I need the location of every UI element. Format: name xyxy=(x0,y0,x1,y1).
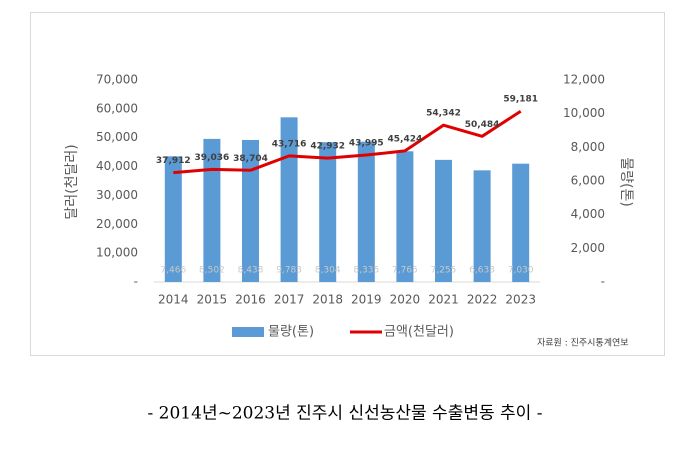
y2-tick-label: - xyxy=(601,275,605,289)
bar xyxy=(473,170,491,282)
y-tick-label: 70,000 xyxy=(96,73,138,87)
x-tick-label: 2022 xyxy=(467,293,498,307)
bar xyxy=(164,156,182,282)
bar-value-label: 8,502 xyxy=(199,266,225,276)
bar xyxy=(435,159,452,282)
x-tick-label: 2015 xyxy=(197,293,228,307)
line-value-label: 59,181 xyxy=(503,95,538,105)
x-tick-label: 2023 xyxy=(505,293,536,307)
bar-value-label: 7,765 xyxy=(392,266,418,276)
x-tick-label: 2019 xyxy=(351,293,382,307)
y2-tick-label: 4,000 xyxy=(571,207,605,221)
legend-swatch xyxy=(232,327,264,337)
line-value-label: 37,912 xyxy=(156,156,191,166)
bar-value-label: 7,466 xyxy=(160,266,186,276)
x-tick-label: 2014 xyxy=(158,293,189,307)
y-tick-label: - xyxy=(134,275,138,289)
y-tick-label: 30,000 xyxy=(96,188,138,202)
caption: - 2014년~2023년 진주시 신선농산물 수출변동 추이 - xyxy=(148,404,543,424)
y-tick-label: 10,000 xyxy=(96,246,138,260)
bar xyxy=(357,141,375,282)
y2-tick-label: 2,000 xyxy=(571,241,605,255)
line-value-label: 38,704 xyxy=(233,154,268,164)
line-value-label: 43,716 xyxy=(272,139,307,149)
bar-value-label: 9,783 xyxy=(276,266,302,276)
line-value-label: 42,932 xyxy=(310,142,345,152)
y-axis-title: 달러(천달러) xyxy=(64,144,80,219)
bar-value-label: 8,335 xyxy=(353,266,379,276)
line xyxy=(173,109,522,175)
line-value-label: 45,424 xyxy=(388,134,423,144)
bar xyxy=(203,138,221,282)
bar-value-label: 6,633 xyxy=(469,266,495,276)
y2-tick-label: 6,000 xyxy=(571,174,605,188)
x-tick-label: 2020 xyxy=(390,293,421,307)
bar-value-label: 7,255 xyxy=(431,266,457,276)
x-tick-label: 2016 xyxy=(235,293,266,307)
line-value-label: 39,036 xyxy=(195,153,230,163)
y2-axis-title: 물량(톤) xyxy=(618,157,634,207)
source: 자료원 : 진주시통계연보 xyxy=(537,337,629,349)
bar xyxy=(396,151,414,282)
legend-label: 물량(톤) xyxy=(268,325,314,340)
bar-value-label: 8,438 xyxy=(238,266,264,276)
y-tick-label: 50,000 xyxy=(96,130,138,144)
line-value-label: 43,995 xyxy=(349,139,384,149)
bar-value-label: 7,030 xyxy=(508,266,534,276)
y-tick-label: 60,000 xyxy=(96,101,138,115)
y2-tick-label: 8,000 xyxy=(571,140,605,154)
legend-label: 금액(천달러) xyxy=(384,325,454,340)
bar xyxy=(319,142,337,282)
x-tick-label: 2021 xyxy=(428,293,459,307)
y-tick-label: 40,000 xyxy=(96,159,138,173)
x-tick-label: 2017 xyxy=(274,293,305,307)
chart-frame xyxy=(30,12,665,356)
line-value-label: 54,342 xyxy=(426,109,461,119)
y2-tick-label: 10,000 xyxy=(563,106,605,120)
y2-tick-label: 12,000 xyxy=(563,73,605,87)
y-tick-label: 20,000 xyxy=(96,217,138,231)
bar-value-label: 8,304 xyxy=(315,266,341,276)
bar xyxy=(242,139,259,282)
bar xyxy=(512,163,530,282)
line-value-label: 50,484 xyxy=(465,120,500,130)
x-tick-label: 2018 xyxy=(312,293,343,307)
